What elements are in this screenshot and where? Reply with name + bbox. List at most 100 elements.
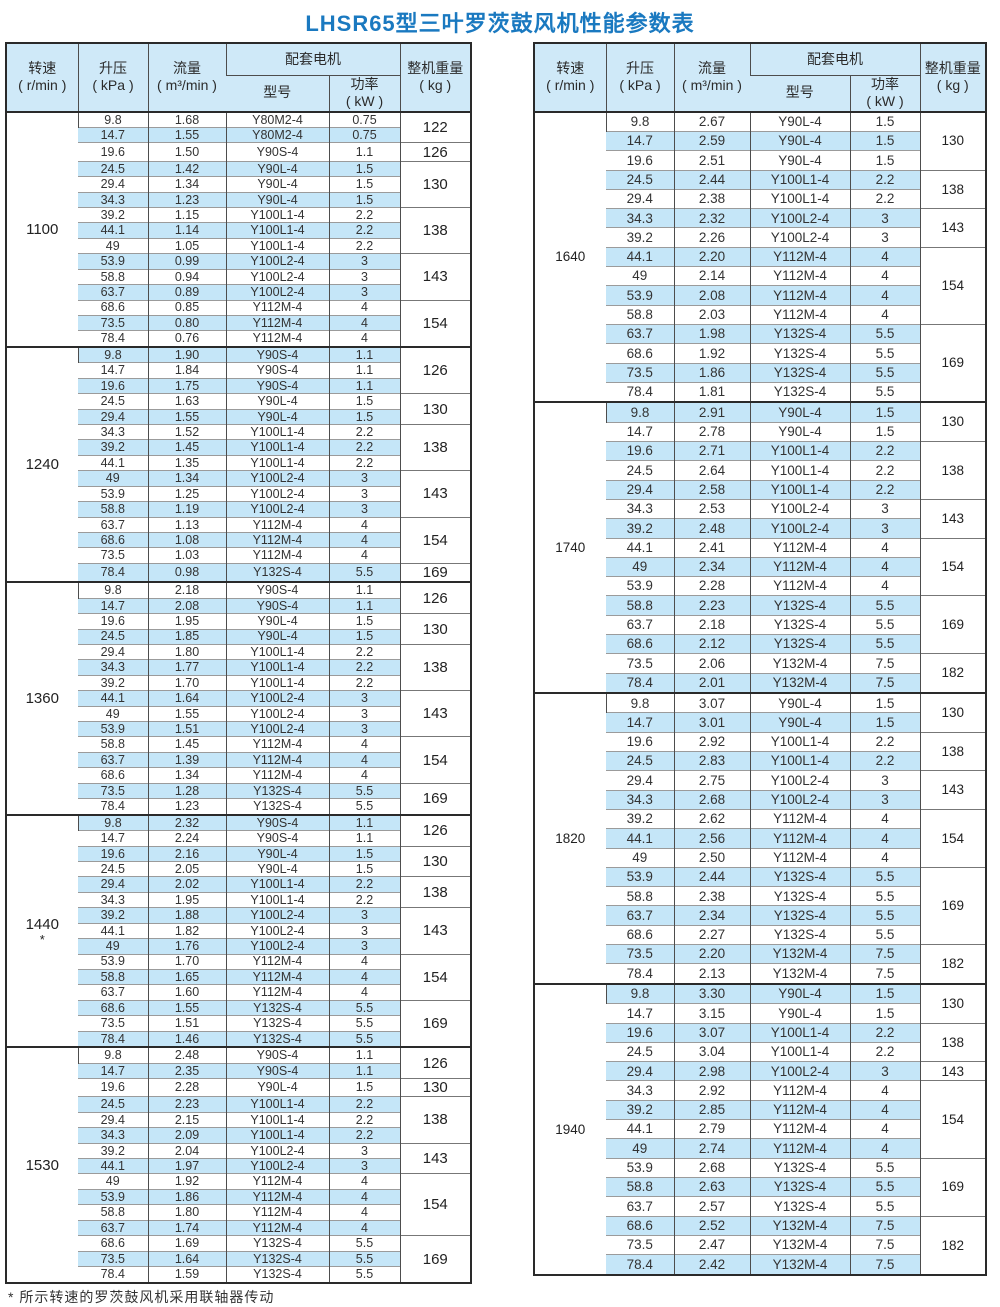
pressure-cell: 19.6 xyxy=(606,731,674,752)
col-header-power: 功率 ( kW ) xyxy=(849,75,920,112)
pressure-cell: 24.5 xyxy=(606,751,674,771)
pressure-cell: 34.3 xyxy=(606,498,674,519)
motor-power-cell: 4 xyxy=(849,847,920,868)
flow-cell: 1.82 xyxy=(147,922,226,939)
motor-model-cell: Y90L-4 xyxy=(225,408,329,425)
table-row: 29.4 2.58 Y100L1-4 2.2 xyxy=(534,479,986,500)
pressure-cell: 58.8 xyxy=(606,595,674,616)
pressure-cell: 44.1 xyxy=(606,246,674,267)
motor-model-cell: Y100L2-4 xyxy=(225,253,329,270)
table-row: 29.4 2.98 Y100L2-4 3 143 xyxy=(534,1061,986,1081)
weight-cell: 143 xyxy=(399,690,471,737)
pressure-cell: 49 xyxy=(78,237,148,254)
flow-cell: 2.01 xyxy=(673,672,750,694)
pressure-cell: 14.7 xyxy=(606,130,674,151)
motor-model-cell: Y90L-4 xyxy=(225,860,329,877)
motor-model-cell: Y90S-4 xyxy=(225,362,329,379)
table-row: 1740 9.8 2.91 Y90L-4 1.5 130 xyxy=(534,401,986,694)
motor-model-cell: Y100L1-4 xyxy=(225,206,329,223)
motor-power-cell: 2.2 xyxy=(328,659,400,676)
flow-cell: 2.64 xyxy=(673,460,750,481)
flow-cell: 2.74 xyxy=(673,1138,750,1159)
pressure-cell: 44.1 xyxy=(606,537,674,558)
weight-cell: 126 xyxy=(399,581,471,614)
col-header-speed: 转速 ( r/min ) xyxy=(534,43,606,112)
motor-model-cell: Y90L-4 xyxy=(749,401,850,423)
table-row: 63.7 2.57 Y132S-4 5.5 xyxy=(534,1196,986,1217)
flow-cell: 0.80 xyxy=(147,314,226,331)
motor-power-cell: 3 xyxy=(328,485,400,502)
table-row: 78.4 2.42 Y132M-4 7.5 xyxy=(534,1254,986,1275)
motor-power-cell: 4 xyxy=(849,266,920,286)
motor-model-cell: Y132S-4 xyxy=(225,999,329,1016)
speed-cell: 1820 xyxy=(534,692,606,984)
motor-model-cell: Y90L-4 xyxy=(225,613,329,630)
motor-model-cell: Y90S-4 xyxy=(225,597,329,614)
motor-model-cell: Y90L-4 xyxy=(225,393,329,410)
motor-model-cell: Y112M-4 xyxy=(225,299,329,316)
motor-model-cell: Y90L-4 xyxy=(749,130,850,151)
table-row: 34.3 2.32 Y100L2-4 3 143 xyxy=(534,208,986,248)
motor-power-cell: 5.5 xyxy=(849,1196,920,1217)
weight-cell: 138 xyxy=(399,643,471,691)
speed-cell: 1100 xyxy=(6,111,78,347)
flow-cell: 1.45 xyxy=(147,736,226,753)
flow-cell: 1.46 xyxy=(147,1030,226,1048)
flow-cell: 1.60 xyxy=(147,984,226,1001)
pressure-cell: 29.4 xyxy=(78,876,148,893)
motor-model-cell: Y100L2-4 xyxy=(749,789,850,810)
col-header-flow: 流量 ( m³/min ) xyxy=(673,43,750,112)
table-row: 78.4 1.81 Y132S-4 5.5 xyxy=(534,381,986,403)
table-row: 1820 9.8 3.07 Y90L-4 1.5 130 xyxy=(534,692,986,984)
table-row: 14.7 2.78 Y90L-4 1.5 xyxy=(534,421,986,442)
motor-model-cell: Y100L1-4 xyxy=(225,891,329,908)
flow-cell: 2.13 xyxy=(673,963,750,984)
motor-model-cell: Y100L1-4 xyxy=(225,643,329,660)
motor-model-cell: Y90L-4 xyxy=(225,191,329,208)
flow-cell: 1.23 xyxy=(147,191,226,208)
pressure-cell: 73.5 xyxy=(78,1250,148,1267)
motor-power-cell: 1.5 xyxy=(328,160,400,177)
weight-cell: 169 xyxy=(399,782,471,815)
pressure-cell: 14.7 xyxy=(606,712,674,733)
table-row: 73.5 1.86 Y132S-4 5.5 xyxy=(534,362,986,383)
pressure-cell: 34.3 xyxy=(606,1080,674,1101)
pressure-cell: 14.7 xyxy=(606,1003,674,1024)
speed-cell: 1740 xyxy=(534,401,606,694)
motor-model-cell: Y112M-4 xyxy=(225,1173,329,1190)
flow-cell: 0.94 xyxy=(147,268,226,285)
motor-model-cell: Y90S-4 xyxy=(225,377,329,394)
motor-power-cell: 3 xyxy=(849,518,920,538)
flow-cell: 1.90 xyxy=(147,345,226,363)
flow-cell: 2.08 xyxy=(147,597,226,614)
table-row: 58.8 2.38 Y132S-4 5.5 xyxy=(534,886,986,906)
table-row: 68.6 1.34 Y112M-4 4 xyxy=(6,767,471,784)
flow-cell: 2.51 xyxy=(673,150,750,171)
motor-power-cell: 2.2 xyxy=(849,460,920,481)
pressure-cell: 14.7 xyxy=(78,1062,148,1079)
pressure-cell: 58.8 xyxy=(606,1176,674,1197)
weight-cell: 143 xyxy=(399,1142,471,1174)
weight-cell: 130 xyxy=(919,111,986,171)
pressure-cell: 44.1 xyxy=(78,690,148,707)
pressure-cell: 63.7 xyxy=(606,905,674,926)
motor-power-cell: 5.5 xyxy=(328,999,400,1016)
pressure-cell: 14.7 xyxy=(78,830,148,847)
table-row: 53.9 2.44 Y132S-4 5.5 169 xyxy=(534,866,986,945)
table-row: 24.5 3.04 Y100L1-4 2.2 xyxy=(534,1041,986,1062)
flow-cell: 2.63 xyxy=(673,1176,750,1197)
table-row: 39.2 1.45 Y100L1-4 2.2 xyxy=(6,439,471,456)
motor-model-cell: Y112M-4 xyxy=(749,304,850,325)
table-row: 1100 9.8 1.68 Y80M2-4 0.75 122 xyxy=(6,111,471,347)
weight-cell: 138 xyxy=(919,1022,986,1062)
weight-cell: 130 xyxy=(399,393,471,425)
motor-model-cell: Y100L2-4 xyxy=(225,907,329,924)
table-row: 58.8 1.65 Y112M-4 4 xyxy=(6,968,471,985)
table-row: 49 2.50 Y112M-4 4 xyxy=(534,847,986,868)
motor-model-cell: Y112M-4 xyxy=(225,330,329,347)
pressure-cell: 9.8 xyxy=(77,1046,148,1064)
motor-power-cell: 7.5 xyxy=(849,1234,920,1255)
col-header-weight: 整机重量 ( kg ) xyxy=(399,43,471,112)
weight-cell: 126 xyxy=(399,142,471,162)
motor-model-cell: Y100L1-4 xyxy=(749,1041,850,1062)
